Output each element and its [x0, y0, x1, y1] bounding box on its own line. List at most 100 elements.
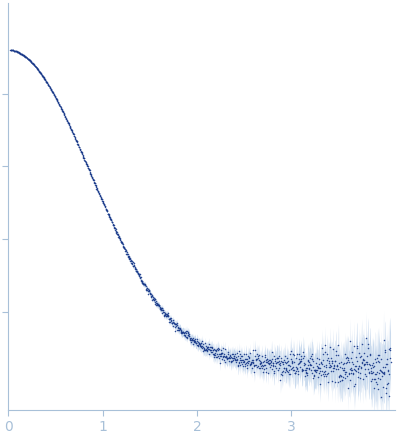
Point: [98, 195, 104, 202]
Point: [76, 145, 83, 152]
Point: [82, 158, 89, 165]
Point: [324, 371, 331, 378]
Point: [379, 373, 385, 380]
Point: [316, 370, 323, 377]
Point: [11, 47, 18, 54]
Point: [292, 369, 298, 376]
Point: [288, 347, 295, 354]
Point: [356, 349, 363, 356]
Point: [139, 278, 145, 285]
Point: [300, 366, 306, 373]
Point: [123, 250, 130, 257]
Point: [40, 74, 47, 81]
Point: [308, 369, 315, 376]
Point: [281, 364, 287, 371]
Point: [34, 65, 40, 72]
Point: [151, 297, 157, 304]
Point: [337, 364, 343, 371]
Point: [340, 359, 347, 366]
Point: [349, 370, 356, 377]
Point: [273, 359, 280, 366]
Point: [190, 337, 196, 344]
Point: [314, 363, 320, 370]
Point: [14, 48, 20, 55]
Point: [200, 347, 206, 354]
Point: [203, 346, 209, 353]
Point: [180, 329, 186, 336]
Point: [139, 279, 145, 286]
Point: [121, 244, 128, 251]
Point: [49, 88, 55, 95]
Point: [296, 360, 302, 367]
Point: [185, 331, 191, 338]
Point: [57, 104, 64, 111]
Point: [18, 50, 25, 57]
Point: [179, 328, 186, 335]
Point: [136, 273, 142, 280]
Point: [341, 367, 347, 374]
Point: [196, 340, 203, 347]
Point: [293, 354, 299, 361]
Point: [154, 300, 160, 307]
Point: [189, 335, 196, 342]
Point: [26, 57, 33, 64]
Point: [368, 378, 375, 385]
Point: [322, 342, 328, 349]
Point: [9, 47, 15, 54]
Point: [222, 352, 229, 359]
Point: [168, 315, 175, 322]
Point: [286, 370, 292, 377]
Point: [260, 368, 266, 375]
Point: [345, 357, 351, 364]
Point: [129, 257, 135, 264]
Point: [77, 146, 84, 153]
Point: [285, 358, 292, 365]
Point: [78, 147, 84, 154]
Point: [197, 340, 204, 347]
Point: [118, 239, 125, 246]
Point: [269, 355, 275, 362]
Point: [299, 366, 305, 373]
Point: [92, 181, 99, 188]
Point: [345, 355, 351, 362]
Point: [174, 324, 181, 331]
Point: [111, 224, 117, 231]
Point: [287, 362, 293, 369]
Point: [64, 118, 71, 125]
Point: [259, 359, 266, 366]
Point: [315, 363, 321, 370]
Point: [7, 46, 14, 53]
Point: [201, 345, 207, 352]
Point: [14, 48, 20, 55]
Point: [248, 360, 254, 367]
Point: [316, 360, 322, 367]
Point: [312, 360, 319, 367]
Point: [376, 358, 382, 365]
Point: [37, 69, 43, 76]
Point: [176, 325, 183, 332]
Point: [358, 364, 364, 371]
Point: [81, 156, 88, 163]
Point: [88, 173, 95, 180]
Point: [312, 366, 318, 373]
Point: [60, 110, 67, 117]
Point: [171, 320, 178, 327]
Point: [147, 291, 154, 298]
Point: [86, 166, 92, 173]
Point: [97, 192, 103, 199]
Point: [93, 185, 100, 192]
Point: [10, 47, 16, 54]
Point: [81, 155, 87, 162]
Point: [154, 302, 160, 309]
Point: [21, 52, 28, 59]
Point: [338, 364, 345, 371]
Point: [83, 161, 90, 168]
Point: [357, 363, 364, 370]
Point: [55, 98, 61, 105]
Point: [68, 126, 74, 133]
Point: [345, 359, 352, 366]
Point: [195, 339, 201, 346]
Point: [39, 72, 45, 79]
Point: [107, 215, 113, 222]
Point: [21, 52, 27, 59]
